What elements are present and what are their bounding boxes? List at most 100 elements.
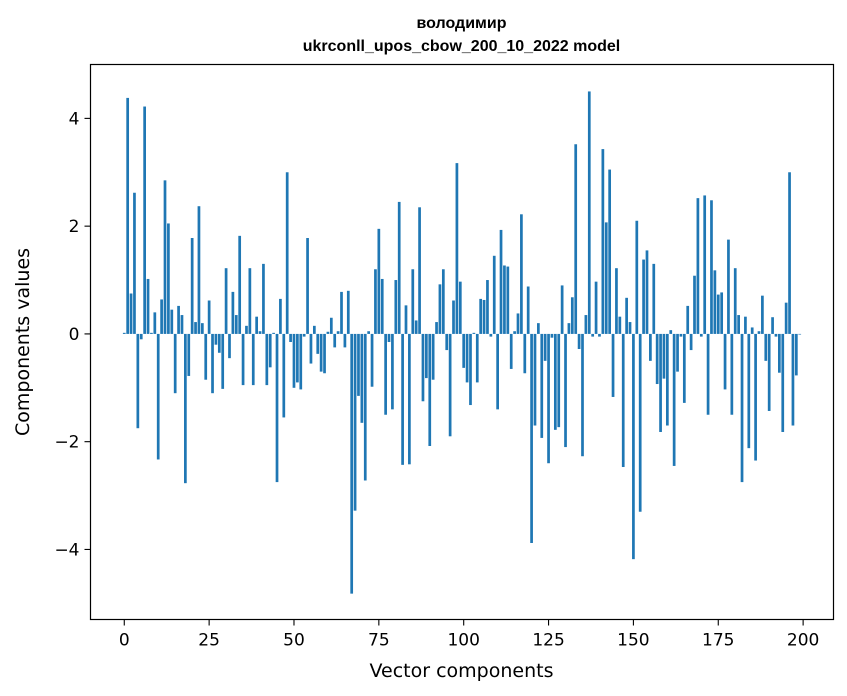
plot-frame <box>89 63 835 621</box>
bar-137 <box>587 91 591 334</box>
bar-166 <box>686 305 690 334</box>
bar-184 <box>747 333 751 449</box>
bar-48 <box>285 172 289 334</box>
bar-81 <box>397 201 401 334</box>
bar-112 <box>503 265 506 334</box>
bar-6 <box>143 106 146 334</box>
bar-57 <box>316 333 320 354</box>
bar-19 <box>187 333 191 376</box>
bar-80 <box>394 280 398 334</box>
bar-82 <box>401 333 404 465</box>
y-axis-label: Components values <box>12 248 34 436</box>
bar-101 <box>465 333 469 383</box>
bar-34 <box>238 235 242 334</box>
y-tick-label: 4 <box>69 109 80 129</box>
bar-161 <box>669 330 673 334</box>
bar-163 <box>676 333 679 372</box>
bar-199 <box>798 333 802 335</box>
bar-106 <box>482 299 486 334</box>
bar-182 <box>740 333 744 483</box>
bar-124 <box>543 333 547 361</box>
bar-131 <box>567 323 571 334</box>
bar-151 <box>635 220 639 334</box>
bar-68 <box>353 333 357 511</box>
bar-1 <box>126 97 130 334</box>
bar-107 <box>486 280 489 334</box>
bar-5 <box>139 333 143 340</box>
bar-46 <box>279 298 282 334</box>
bar-117 <box>520 214 523 334</box>
bar-159 <box>662 333 666 379</box>
bar-139 <box>594 281 598 334</box>
bar-38 <box>251 333 255 386</box>
bar-35 <box>241 333 245 386</box>
bar-156 <box>652 263 656 334</box>
bar-146 <box>618 316 622 334</box>
bar-3 <box>133 192 136 334</box>
bar-120 <box>530 333 533 543</box>
bar-25 <box>207 300 211 334</box>
bar-130 <box>564 333 567 448</box>
bar-129 <box>560 285 564 334</box>
bar-95 <box>445 333 449 351</box>
bar-85 <box>411 269 415 334</box>
bar-193 <box>778 333 781 373</box>
bar-175 <box>716 294 720 334</box>
x-tick-label: 200 <box>787 631 819 651</box>
bar-195 <box>784 302 788 334</box>
bar-66 <box>346 290 350 334</box>
bar-132 <box>570 297 574 334</box>
bar-171 <box>703 195 707 334</box>
bar-142 <box>604 222 608 334</box>
bar-108 <box>489 333 493 337</box>
bar-74 <box>374 269 377 334</box>
bar-42 <box>265 333 269 386</box>
bar-180 <box>733 268 737 334</box>
x-tick-label: 0 <box>119 631 130 651</box>
bar-116 <box>516 313 520 334</box>
bar-144 <box>611 333 615 397</box>
bar-54 <box>306 238 309 334</box>
bar-49 <box>289 333 292 342</box>
bar-153 <box>642 259 645 334</box>
bar-189 <box>764 333 768 361</box>
bar-179 <box>730 333 734 415</box>
bar-172 <box>706 333 710 415</box>
bar-96 <box>448 333 452 437</box>
bar-94 <box>441 269 445 334</box>
bar-27 <box>214 333 218 345</box>
bar-165 <box>682 333 686 403</box>
bar-88 <box>421 333 425 402</box>
bar-102 <box>469 333 472 406</box>
bar-72 <box>367 331 371 334</box>
bar-61 <box>329 317 333 334</box>
bar-152 <box>638 333 642 512</box>
bar-13 <box>167 223 170 334</box>
bar-87 <box>418 207 421 334</box>
bar-176 <box>720 292 724 334</box>
bar-69 <box>357 333 360 396</box>
bar-0 <box>122 332 126 334</box>
bar-7 <box>146 278 150 334</box>
bar-89 <box>425 333 428 379</box>
bar-30 <box>224 268 228 334</box>
y-tick-label: −2 <box>54 433 79 453</box>
bar-9 <box>153 312 157 334</box>
bar-174 <box>713 270 717 334</box>
bar-26 <box>211 333 214 394</box>
bar-105 <box>479 298 483 334</box>
bar-29 <box>221 333 225 389</box>
bar-162 <box>672 333 676 466</box>
bar-15 <box>173 333 177 394</box>
bar-113 <box>506 266 510 334</box>
bar-177 <box>723 333 727 390</box>
bar-198 <box>794 333 798 376</box>
bar-138 <box>591 333 595 337</box>
x-tick-label: 75 <box>368 631 390 651</box>
bar-167 <box>689 333 693 351</box>
bar-55 <box>309 333 313 364</box>
x-axis-label: Vector components <box>370 660 554 682</box>
bar-98 <box>455 163 459 334</box>
bar-190 <box>767 333 771 411</box>
